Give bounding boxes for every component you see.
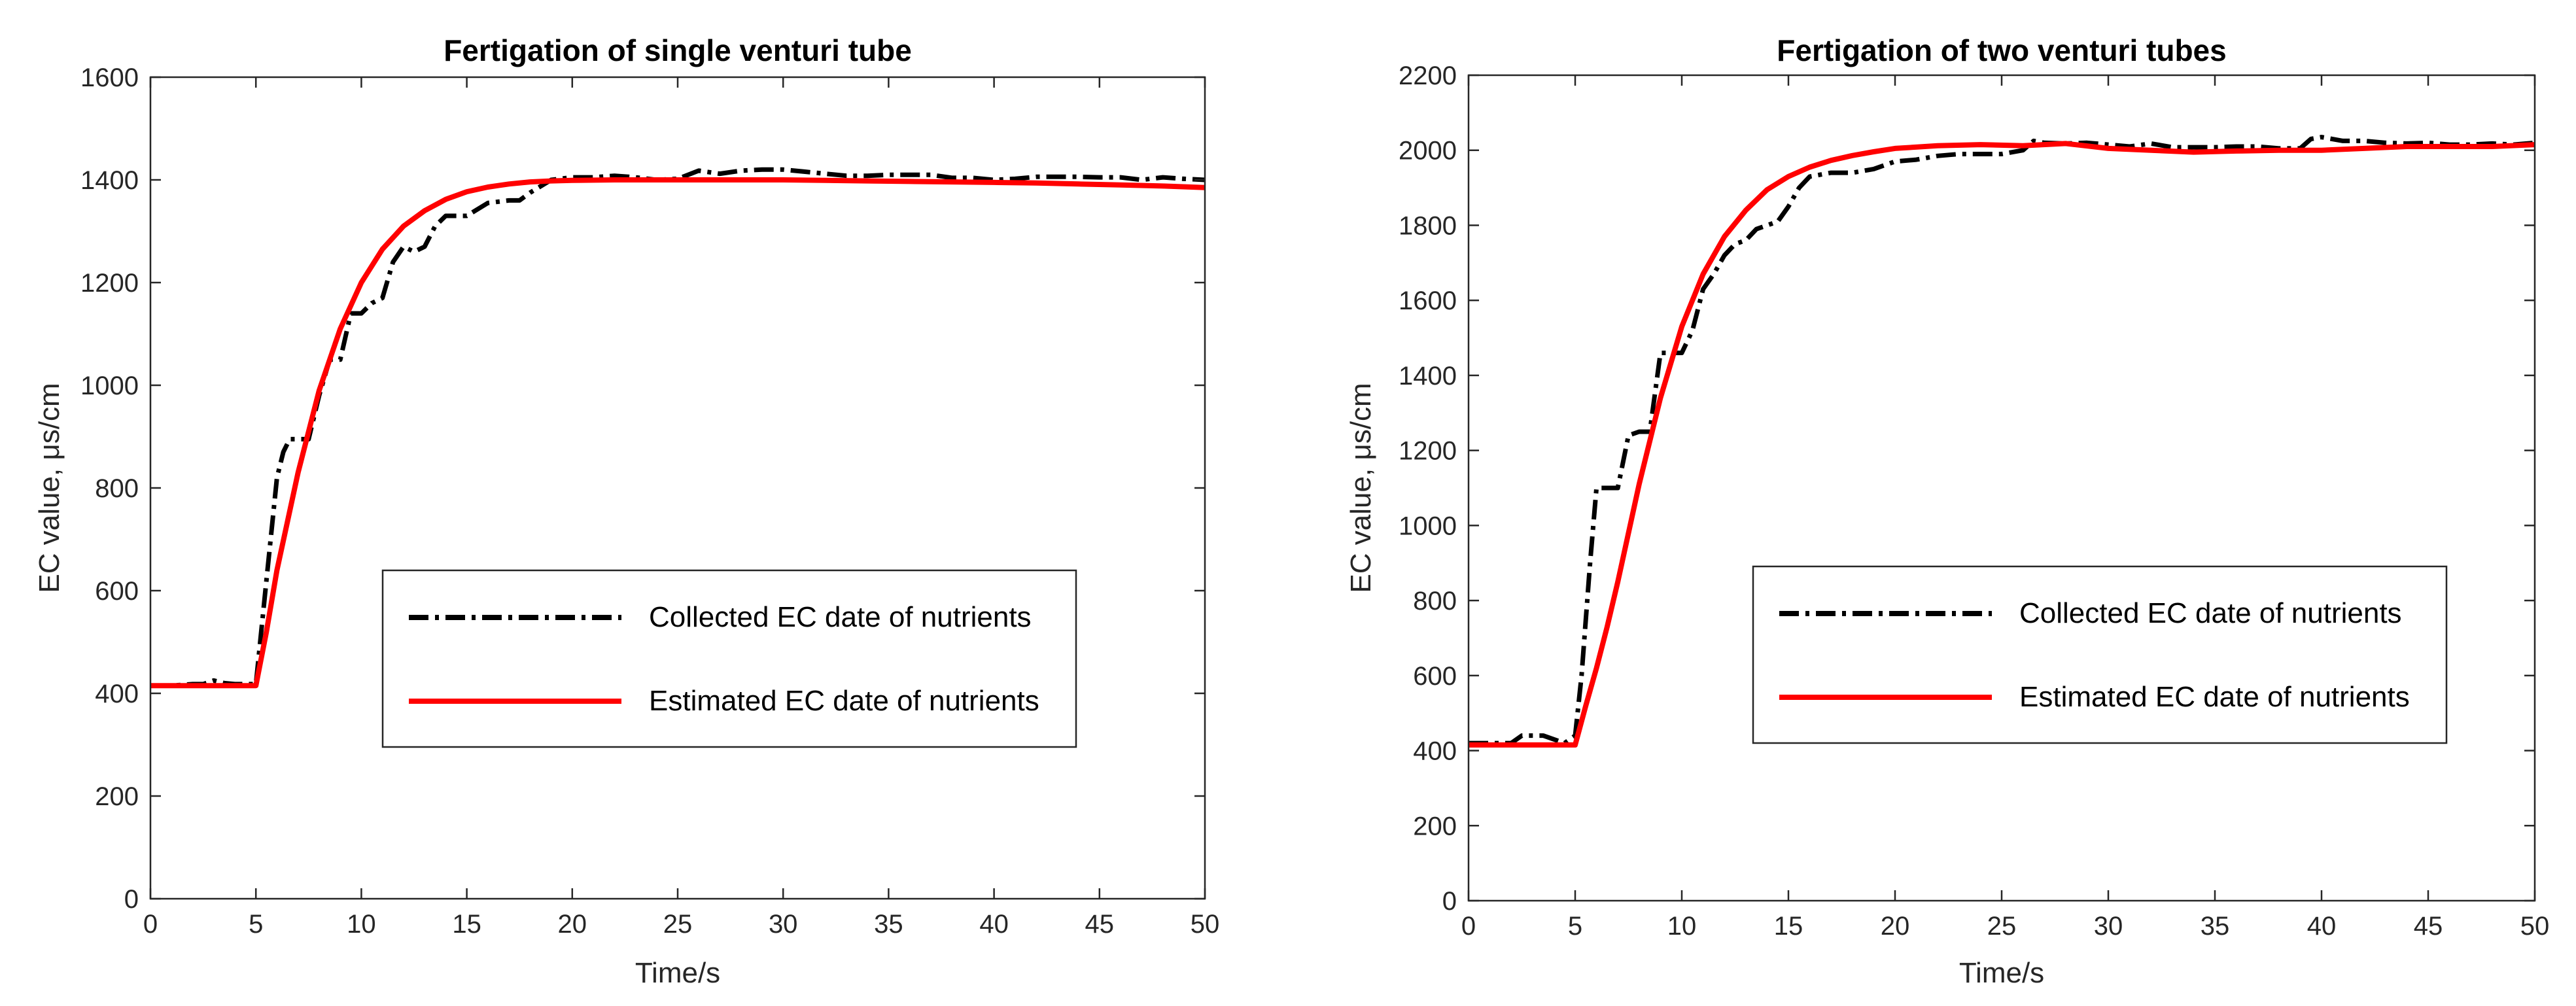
y-tick-label: 1400: [80, 166, 139, 195]
x-tick-label: 45: [1085, 910, 1115, 939]
legend-box: [1752, 565, 2448, 744]
x-tick-label: 25: [1987, 912, 2017, 941]
x-tick-label: 50: [1191, 910, 1220, 939]
legend-label-collected: Collected EC date of nutrients: [649, 601, 1032, 633]
x-tick-label: 25: [663, 910, 693, 939]
x-tick-label: 35: [2201, 912, 2230, 941]
y-tick-label: 800: [95, 474, 139, 503]
y-tick-label: 600: [95, 577, 139, 606]
y-tick-label: 1600: [80, 63, 139, 92]
x-tick-label: 45: [2414, 912, 2443, 941]
legend-label-collected: Collected EC date of nutrients: [2019, 597, 2402, 629]
x-tick-label: 40: [2307, 912, 2337, 941]
y-tick-label: 1200: [1399, 437, 1457, 466]
series-line-estimated: [1469, 141, 2535, 748]
y-tick-label: 0: [1442, 887, 1457, 916]
x-tick-label: 40: [979, 910, 1009, 939]
legend: Collected EC date of nutrients Estimated…: [1752, 565, 2448, 744]
y-tick-label: 200: [95, 782, 139, 811]
legend-label-estimated: Estimated EC date of nutrients: [649, 685, 1039, 717]
y-tick-label: 1000: [80, 372, 139, 400]
x-tick-label: 0: [143, 910, 158, 939]
x-tick-label: 20: [558, 910, 587, 939]
y-tick-label: 1800: [1399, 211, 1457, 240]
x-tick-label: 30: [769, 910, 798, 939]
x-tick-label: 30: [2094, 912, 2123, 941]
x-tick-label: 15: [1774, 912, 1803, 941]
chart-single-venturi: Fertigation of single venturi tube 0 5 10 1…: [33, 33, 1219, 989]
y-tick-label: 600: [1413, 662, 1457, 691]
legend: Collected EC date of nutrients Estimated…: [381, 569, 1077, 748]
y-tick-label: 400: [95, 680, 139, 708]
legend-box: [381, 569, 1077, 748]
y-tick-label: 400: [1413, 737, 1457, 766]
x-tick-label: 10: [1667, 912, 1697, 941]
x-tick-label: 5: [1568, 912, 1582, 941]
y-tick-label: 2000: [1399, 137, 1457, 165]
series-line-collected: [1469, 135, 2535, 746]
x-tick-label: 0: [1461, 912, 1476, 941]
y-axis-label: EC value, μs/cm: [1345, 383, 1377, 593]
x-axis-label: Time/s: [635, 957, 720, 989]
y-tick-label: 1600: [1399, 286, 1457, 315]
chart-two-venturi: Fertigation of two venturi tubes 0 5 10 15 2…: [1345, 33, 2549, 989]
y-tick-label: 1400: [1399, 362, 1457, 390]
y-axis-label: EC value, μs/cm: [33, 383, 65, 593]
y-tick-label: 2200: [1399, 61, 1457, 90]
series-line-collected: [150, 167, 1206, 688]
x-tick-label: 15: [452, 910, 481, 939]
x-tick-label: 50: [2520, 912, 2550, 941]
chart-title: Fertigation of two venturi tubes: [1777, 33, 2226, 67]
y-tick-label: 0: [124, 885, 139, 914]
x-axis-label: Time/s: [1959, 957, 2044, 989]
x-tick-label: 5: [249, 910, 263, 939]
chart-title: Fertigation of single venturi tube: [444, 33, 912, 67]
x-tick-label: 20: [1881, 912, 1910, 941]
x-tick-label: 10: [347, 910, 376, 939]
x-tick-label: 35: [874, 910, 903, 939]
legend-label-estimated: Estimated EC date of nutrients: [2019, 681, 2410, 713]
series-line-estimated: [150, 177, 1206, 689]
y-tick-label: 200: [1413, 812, 1457, 841]
y-tick-label: 1200: [80, 269, 139, 298]
y-tick-label: 800: [1413, 587, 1457, 616]
y-tick-label: 1000: [1399, 512, 1457, 540]
